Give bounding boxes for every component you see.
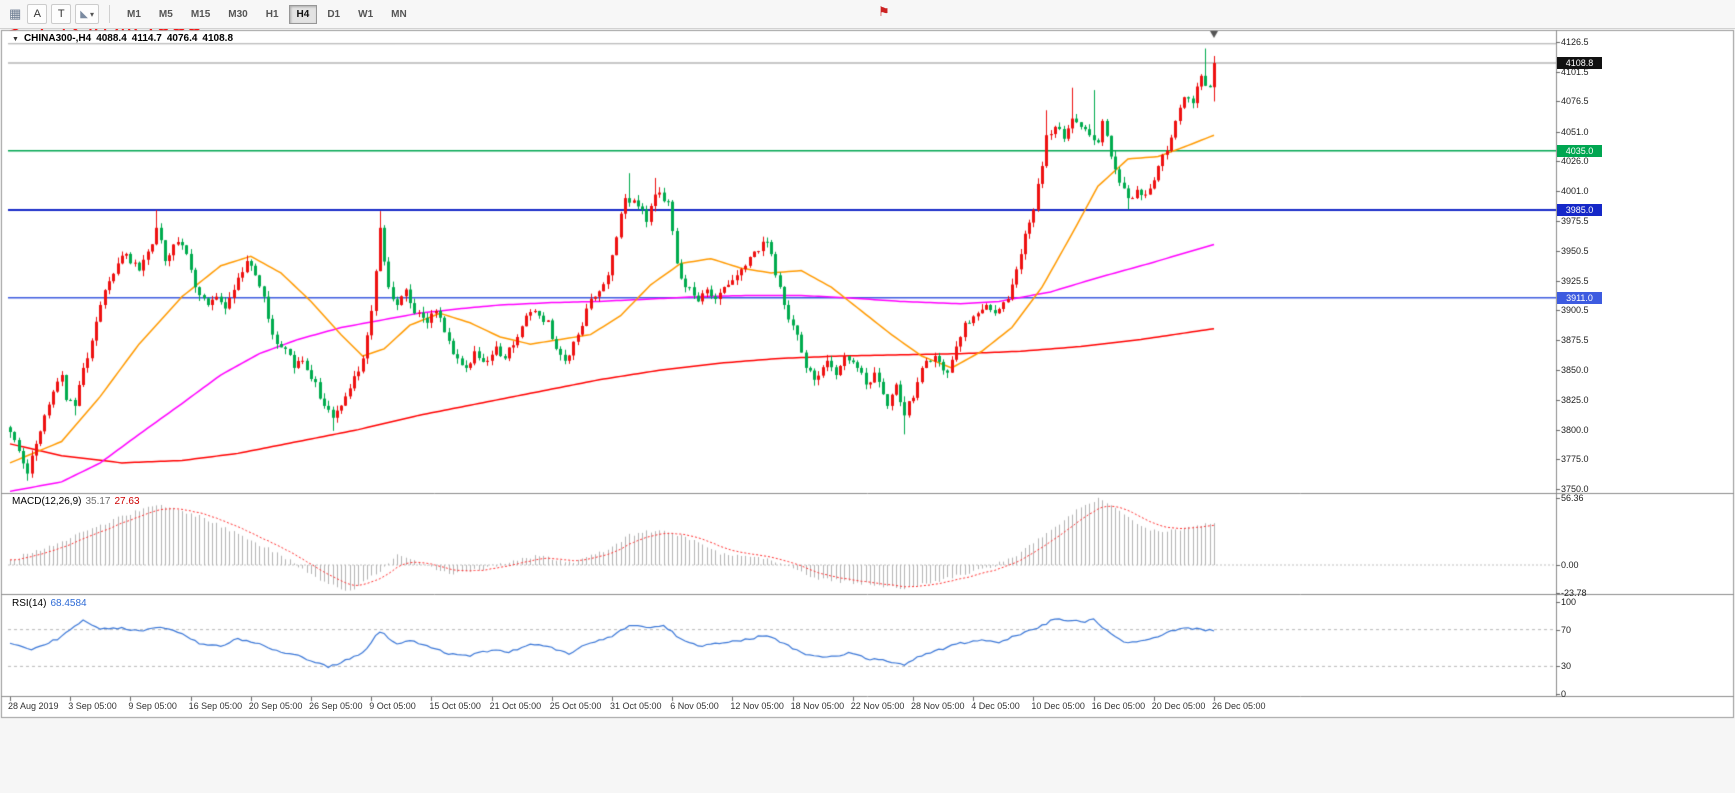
- price-axis-label: 3850.0: [1561, 365, 1589, 376]
- timeframe-button-h1[interactable]: H1: [258, 5, 287, 24]
- date-axis-label: 21 Oct 05:00: [489, 701, 542, 711]
- macd-signal-value: 27.63: [114, 496, 140, 507]
- symbol-dropdown-icon[interactable]: ▼: [12, 36, 19, 43]
- ohlc-open: 4088.4: [96, 33, 127, 44]
- date-axis-label: 20 Sep 05:00: [248, 701, 303, 711]
- macd-indicator-label: MACD(12,26,9) 35.17 27.63: [12, 496, 140, 507]
- rsi-indicator-label: RSI(14) 68.4584: [12, 598, 87, 609]
- date-axis-label: 12 Nov 05:00: [730, 701, 784, 711]
- ohlc-low: 4076.4: [166, 33, 198, 44]
- date-axis-label: 3 Sep 05:00: [68, 701, 117, 711]
- price-axis-label: 3875.5: [1561, 335, 1589, 345]
- price-axis-label: 3750.0: [1561, 484, 1589, 494]
- macd-axis-label: -23.78: [1561, 588, 1587, 599]
- date-axis-label: 28 Aug 2019: [8, 701, 59, 711]
- timeframe-button-d1[interactable]: D1: [319, 5, 348, 24]
- symbol-period-label: CHINA300-,H4: [23, 33, 92, 44]
- price-axis-label: 3775.0: [1561, 454, 1589, 465]
- price-axis-label: 4126.5: [1561, 37, 1589, 47]
- rsi-axis-label: 70: [1561, 624, 1572, 635]
- date-axis-label: 25 Oct 05:00: [549, 701, 602, 711]
- toolbar-separator: [109, 5, 111, 23]
- date-axis-label: 9 Sep 05:00: [128, 701, 177, 711]
- timeframe-button-m15[interactable]: M15: [183, 5, 218, 24]
- text-tool-button[interactable]: T: [51, 4, 72, 24]
- date-axis-label: 26 Sep 05:00: [309, 701, 363, 711]
- price-axis-label: 3950.5: [1561, 245, 1589, 256]
- macd-main-value: 35.17: [85, 496, 111, 507]
- rsi-axis-label: 0: [1561, 689, 1567, 699]
- date-axis-label: 22 Nov 05:00: [850, 701, 905, 711]
- flag-icon[interactable]: ⚑: [878, 4, 890, 19]
- timeframe-button-m30[interactable]: M30: [220, 5, 255, 24]
- date-axis-label: 18 Nov 05:00: [790, 701, 845, 711]
- date-axis-label: 6 Nov 05:00: [670, 701, 719, 711]
- price-badge: 4035.0: [1557, 144, 1602, 157]
- cursor-tool-button[interactable]: A: [27, 4, 48, 24]
- date-axis-label: 15 Oct 05:00: [429, 701, 481, 711]
- rsi-axis-label: 100: [1561, 597, 1577, 607]
- macd-name: MACD(12,26,9): [12, 496, 82, 507]
- timeframe-button-h4[interactable]: H4: [288, 4, 318, 24]
- rsi-axis-label: 30: [1561, 661, 1572, 672]
- price-badge: 3911.0: [1557, 291, 1602, 304]
- ohlc-close: 4108.8: [202, 33, 234, 44]
- timeframe-button-m1[interactable]: M1: [119, 5, 149, 24]
- price-badge: 4108.8: [1557, 57, 1602, 69]
- price-axis-label: 3900.5: [1561, 305, 1589, 316]
- timeframe-button-m5[interactable]: M5: [151, 5, 181, 24]
- price-axis-label: 4051.0: [1561, 126, 1589, 137]
- price-axis-label: 4101.5: [1561, 66, 1589, 77]
- shapes-tool-button[interactable]: ◣ ▾: [75, 4, 100, 24]
- price-axis-label: 4001.0: [1561, 186, 1589, 196]
- rsi-name: RSI(14): [12, 598, 47, 609]
- price-badge: 3985.0: [1557, 203, 1602, 216]
- date-axis-label: 26 Dec 05:00: [1212, 701, 1266, 711]
- date-axis-label: 20 Dec 05:00: [1151, 701, 1206, 711]
- date-axis-label: 16 Sep 05:00: [188, 701, 243, 711]
- chart-title: ▼ CHINA300-,H4 4088.4 4114.7 4076.4 4108.8: [12, 33, 238, 44]
- macd-axis-label: 56.36: [1561, 493, 1584, 503]
- macd-axis-label: 0.00: [1561, 560, 1579, 570]
- rsi-value: 68.4584: [50, 598, 87, 609]
- date-axis-label: 16 Dec 05:00: [1091, 701, 1146, 711]
- date-axis-label: 28 Nov 05:00: [911, 701, 965, 711]
- price-axis-label: 3925.5: [1561, 275, 1589, 286]
- timeframe-button-mn[interactable]: MN: [383, 5, 415, 24]
- date-axis-label: 9 Oct 05:00: [369, 701, 416, 711]
- chart-grid-icon[interactable]: ▦: [9, 6, 22, 21]
- chevron-down-icon: ▾: [90, 9, 95, 19]
- shapes-icon: ◣: [80, 8, 88, 20]
- date-axis-label: 4 Dec 05:00: [971, 701, 1020, 711]
- date-axis-label: 10 Dec 05:00: [1031, 701, 1085, 711]
- timeframe-button-w1[interactable]: W1: [350, 5, 381, 24]
- price-axis-label: 4026.0: [1561, 156, 1589, 167]
- ohlc-high: 4114.7: [131, 33, 162, 44]
- date-axis-label: 31 Oct 05:00: [610, 701, 662, 711]
- toolbar: ▦ A T ◣ ▾ M1 M5 M15 M30 H1 H4 D1 W1 MN ⚑: [0, 0, 1735, 29]
- price-axis-label: 4076.5: [1561, 96, 1589, 107]
- price-axis-label: 3800.0: [1561, 424, 1589, 435]
- price-axis-label: 3975.5: [1561, 216, 1589, 227]
- price-axis-label: 3825.0: [1561, 394, 1589, 405]
